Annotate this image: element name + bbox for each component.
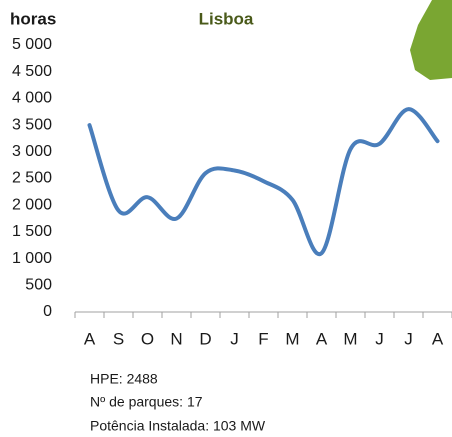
x-tick-label: A [316, 329, 328, 348]
y-tick-label: 1 500 [12, 223, 52, 240]
note: Nº de parques: 17 [90, 394, 203, 410]
note: Potência Instalada: 103 MW [90, 418, 266, 434]
y-tick-label: 4 000 [12, 90, 52, 107]
x-tick-label: J [375, 329, 384, 348]
chart-title: Lisboa [199, 9, 254, 28]
x-tick-label: M [343, 329, 357, 348]
y-tick-label: 4 500 [12, 63, 52, 80]
x-tick-label: J [230, 329, 239, 348]
x-tick-label: J [404, 329, 413, 348]
y-tick-label: 5 000 [12, 36, 52, 53]
x-tick-label: S [113, 329, 124, 348]
y-axis-label: horas [10, 9, 56, 28]
y-tick-label: 500 [25, 277, 52, 294]
y-tick-label: 1 000 [12, 250, 52, 267]
x-tick-label: N [170, 329, 182, 348]
y-tick-label: 2 500 [12, 170, 52, 187]
map-fragment [410, 0, 452, 80]
x-tick-label: D [199, 329, 211, 348]
x-tick-label: A [432, 329, 444, 348]
note: HPE: 2488 [90, 371, 158, 387]
x-tick-label: F [258, 329, 268, 348]
line-series [87, 107, 440, 257]
y-tick-label: 2 000 [12, 196, 52, 213]
x-tick-label: A [84, 329, 96, 348]
y-tick-label: 0 [43, 303, 52, 320]
y-tick-label: 3 000 [12, 143, 52, 160]
x-tick-label: O [141, 329, 154, 348]
y-tick-label: 3 500 [12, 116, 52, 133]
x-tick-label: M [285, 329, 299, 348]
